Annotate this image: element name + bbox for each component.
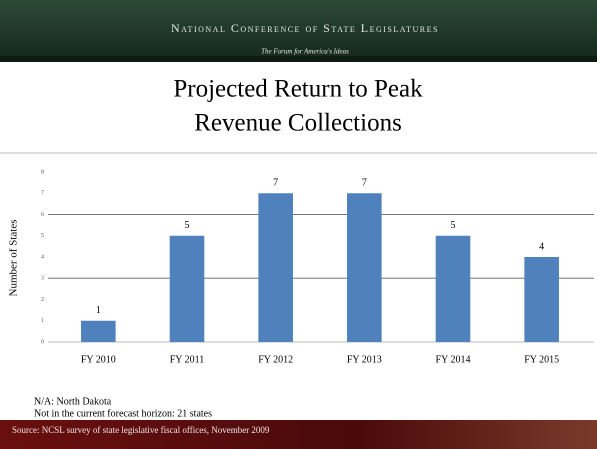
- data-label: 5: [451, 220, 456, 231]
- x-tick-label: FY 2010: [81, 354, 116, 365]
- y-tick-label: 3: [41, 276, 44, 282]
- header-band: [0, 0, 597, 62]
- y-tick-label: 2: [41, 297, 44, 303]
- bar: [347, 193, 382, 342]
- y-tick-label: 4: [41, 254, 44, 260]
- x-tick-label: FY 2012: [258, 354, 293, 365]
- data-label: 7: [362, 178, 367, 189]
- data-label: 1: [96, 305, 101, 316]
- x-tick-label: FY 2013: [347, 354, 382, 365]
- y-tick-label: 8: [41, 169, 44, 175]
- source: Source: NCSL survey of state legislative…: [12, 425, 270, 435]
- bar: [435, 235, 471, 342]
- bar: [258, 193, 293, 342]
- title-line: Revenue Collections: [194, 110, 402, 137]
- data-label: 4: [539, 241, 544, 252]
- y-tick-label: 7: [41, 191, 44, 197]
- data-label: 5: [185, 220, 190, 231]
- plot: 0 1 2 3 4 5 6 7 8 FY 2010 1 FY 2011 5 FY 2012 7 FY 2013…: [41, 169, 594, 365]
- x-tick-label: FY 2014: [436, 354, 471, 365]
- bar: [169, 235, 205, 342]
- header-rule: [0, 56, 597, 62]
- tagline: The Forum for America's Ideas: [261, 48, 349, 56]
- x-tick-label: FY 2015: [524, 354, 559, 365]
- y-tick-label: 1: [41, 318, 44, 324]
- x-tick-label: FY 2011: [170, 354, 205, 365]
- y-tick-label: 0: [41, 339, 44, 345]
- bar: [81, 320, 116, 342]
- bar: [524, 257, 559, 342]
- y-tick-label: 5: [41, 233, 44, 239]
- footer-band: [0, 420, 597, 449]
- note: Not in the current forecast horizon: 21 …: [34, 408, 212, 419]
- organization: National Conference of State Legislature…: [171, 21, 439, 35]
- title-line: Projected Return to Peak: [173, 76, 423, 103]
- y-axis-label: Number of States: [8, 220, 20, 297]
- note: N/A: North Dakota: [34, 396, 112, 407]
- data-label: 7: [273, 178, 278, 189]
- content: [0, 62, 597, 420]
- y-tick-label: 6: [41, 212, 44, 218]
